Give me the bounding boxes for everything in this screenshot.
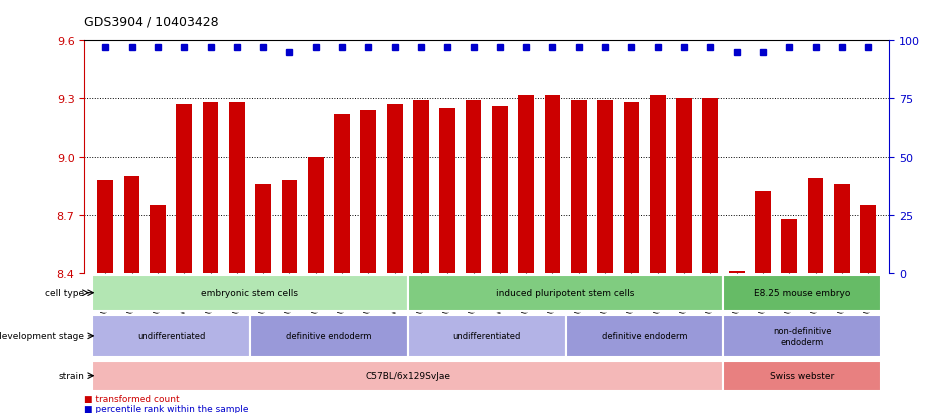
Bar (724, 361, 882, 391)
Text: development stage: development stage (0, 332, 84, 341)
Bar (834, 184, 850, 273)
Bar (387, 105, 402, 273)
Bar (97, 180, 113, 273)
Bar (229, 103, 244, 273)
Bar (808, 178, 824, 273)
Bar (334, 115, 350, 273)
Text: C57BL/6x129SvJae: C57BL/6x129SvJae (365, 371, 450, 380)
Bar (676, 99, 692, 273)
Bar (360, 111, 376, 273)
Bar (92, 275, 408, 311)
Text: cell type: cell type (45, 289, 84, 297)
Bar (650, 95, 665, 273)
Bar (860, 206, 876, 273)
Text: GDS3904 / 10403428: GDS3904 / 10403428 (84, 16, 219, 29)
Text: Swiss webster: Swiss webster (770, 371, 835, 380)
Text: ■ transformed count: ■ transformed count (84, 394, 180, 403)
Bar (150, 206, 166, 273)
Text: undifferentiated: undifferentiated (137, 332, 205, 341)
Bar (408, 275, 724, 311)
Bar (565, 315, 724, 357)
Bar (519, 95, 534, 273)
Bar (492, 107, 507, 273)
Bar (202, 103, 218, 273)
Bar (597, 101, 613, 273)
Text: strain: strain (58, 371, 84, 380)
Bar (92, 315, 250, 357)
Bar (408, 315, 565, 357)
Text: definitive endoderm: definitive endoderm (602, 332, 687, 341)
Text: embryonic stem cells: embryonic stem cells (201, 289, 299, 297)
Bar (413, 101, 429, 273)
Bar (282, 180, 298, 273)
Bar (755, 192, 771, 273)
Bar (623, 103, 639, 273)
Bar (571, 101, 587, 273)
Bar (724, 275, 882, 311)
Bar (308, 157, 324, 273)
Bar (176, 105, 192, 273)
Text: undifferentiated: undifferentiated (452, 332, 521, 341)
Bar (250, 315, 408, 357)
Text: non-definitive
endoderm: non-definitive endoderm (773, 326, 832, 346)
Bar (782, 219, 797, 273)
Bar (466, 101, 481, 273)
Text: induced pluripotent stem cells: induced pluripotent stem cells (496, 289, 635, 297)
Bar (545, 95, 561, 273)
Bar (256, 184, 271, 273)
Bar (702, 99, 718, 273)
Bar (92, 361, 724, 391)
Text: E8.25 mouse embryo: E8.25 mouse embryo (754, 289, 851, 297)
Text: ■ percentile rank within the sample: ■ percentile rank within the sample (84, 404, 249, 413)
Bar (724, 315, 882, 357)
Bar (729, 271, 744, 273)
Text: definitive endoderm: definitive endoderm (286, 332, 372, 341)
Bar (124, 176, 139, 273)
Bar (439, 109, 455, 273)
